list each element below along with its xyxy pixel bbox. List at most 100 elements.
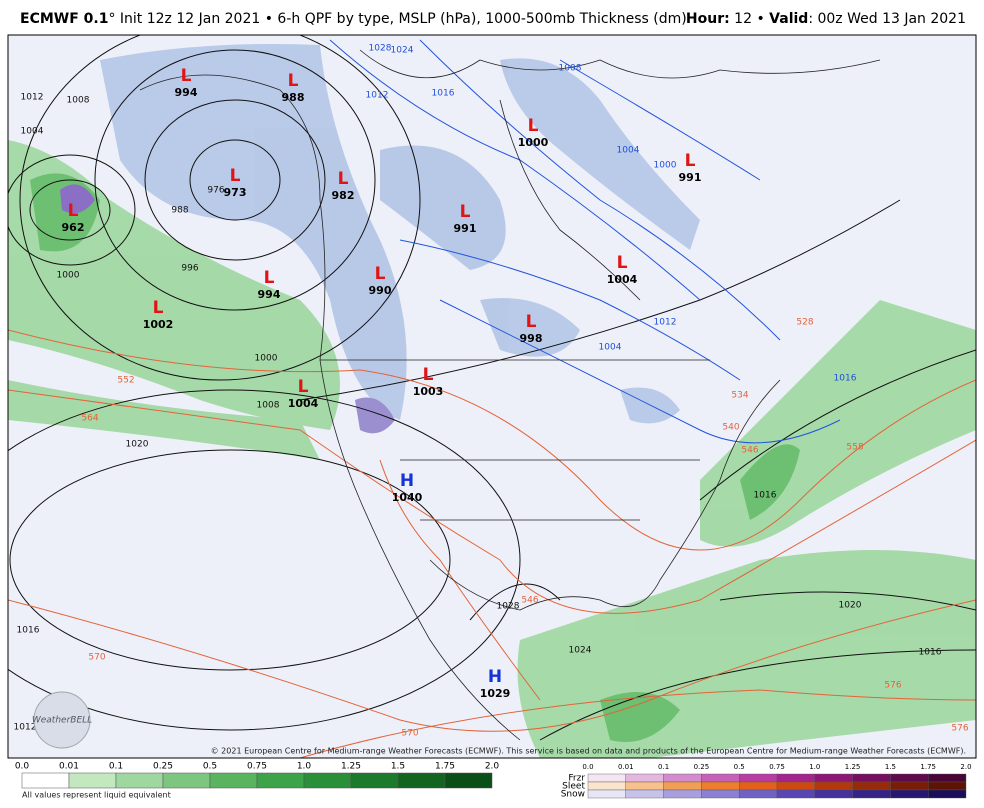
hour: 12 [734,11,752,27]
rain-tick-label: 0.75 [247,762,267,772]
legend-row-label: Frzr [568,774,585,784]
center-symbol: H [488,667,502,687]
rain-tick-label: 0.5 [203,762,217,772]
thickness-label: 576 [884,681,901,691]
center-value: 1040 [392,491,423,504]
mixed-swatch [928,773,967,783]
center-value: 1002 [143,318,174,331]
rain-swatch [162,772,211,789]
mixed-swatch [739,773,778,783]
rain-tick-label: 0.1 [109,762,123,772]
thickness-label: 558 [846,443,863,453]
mixed-tick-label: 0.1 [658,763,669,771]
blue-isobar-label: 1016 [834,374,857,384]
model: ECMWF 0.1 [20,11,109,27]
center-value: 988 [282,91,305,104]
copyright: © 2021 European Centre for Medium-range … [211,747,966,756]
description: ° Init 12z 12 Jan 2021 • 6-h QPF by type… [108,11,687,27]
isobar-label: 1012 [21,93,44,103]
mixed-swatch [890,773,929,783]
mixed-tick-label: 1.0 [809,763,820,771]
thickness-label: 546 [741,446,758,456]
isobar-label: 1012 [14,723,37,733]
center-value: 1004 [288,397,319,410]
isobar-label: 976 [207,186,224,196]
mixed-tick-label: 0.01 [618,763,634,771]
mixed-swatch [701,789,740,799]
mixed-swatch [814,789,853,799]
center-symbol: H [400,471,414,491]
hour-label: Hour: [685,11,730,27]
mixed-tick-label: 1.75 [920,763,936,771]
rain-tick-label: 1.75 [435,762,455,772]
center-symbol: L [338,169,349,189]
blue-isobar-label: 1008 [559,64,582,74]
mixed-swatch [625,781,664,791]
logo-circle [33,691,91,749]
valid-label: Valid [769,11,809,27]
rain-swatch [256,772,305,789]
mixed-tick-label: 0.5 [734,763,745,771]
center-value: 982 [332,189,355,202]
map-labels: L994L988L973L962L982L991L1000L991L1004L9… [14,44,969,739]
rain-swatch [209,772,258,789]
legend: All values represent liquid equivalent 0… [15,762,972,800]
blue-isobar-label: 1012 [366,91,389,101]
center-value: 1004 [607,273,638,286]
isobar-label: 1020 [126,440,149,450]
rain-swatch [350,772,399,789]
rain-swatch [21,772,70,789]
mixed-swatch [776,773,815,783]
mixed-swatch [890,789,929,799]
blue-isobar-label: 1012 [654,318,677,328]
rain-swatch [115,772,164,789]
rain-tick-label: 0.0 [15,762,30,772]
thickness-label: 546 [521,596,538,606]
valid-time: Hour: 12 • Valid: 00z Wed 13 Jan 2021 [685,11,966,27]
isobar-label: 988 [171,206,188,216]
mixed-tick-label: 0.25 [694,763,710,771]
legend-note: All values represent liquid equivalent [22,791,171,800]
isobar-label: 1016 [17,626,40,636]
center-value: 990 [369,284,392,297]
center-symbol: L [528,116,539,136]
mixed-swatch [890,781,929,791]
rain-tick-label: 1.5 [391,762,405,772]
center-symbol: L [264,268,275,288]
isobar-label: 1024 [569,646,592,656]
isobar-label: 996 [181,264,198,274]
isobar-label: 1000 [255,354,278,364]
mixed-swatch [928,789,967,799]
thickness-lines [8,329,976,758]
mixed-tick-label: 0.0 [582,763,593,771]
center-symbol: L [685,151,696,171]
isobar-label: 1008 [67,96,90,106]
rain-tick-label: 2.0 [485,762,500,772]
map-frame [7,34,977,759]
blue-isobar-label: 1016 [432,89,455,99]
thickness-label: 528 [796,318,813,328]
thickness-label: 570 [88,653,105,663]
rain-tick-label: 0.01 [59,762,79,772]
rain-tick-label: 1.0 [297,762,312,772]
mixed-swatch [814,773,853,783]
valid: : 00z Wed 13 Jan 2021 [808,11,966,27]
isobar-label: 1000 [57,271,80,281]
blue-isobar-label: 1004 [599,343,622,353]
mixed-swatch [776,789,815,799]
mixed-area [60,184,95,214]
rain-swatch [68,772,117,789]
title: ECMWF 0.1° Init 12z 12 Jan 2021 • 6-h QP… [20,11,687,27]
mixed-area [355,397,395,434]
mixed-swatch [663,789,702,799]
mixed-tick-label: 1.25 [845,763,861,771]
mixed-swatch [587,789,626,799]
thickness-label: 576 [951,724,968,734]
mixed-swatch [663,781,702,791]
mixed-swatch [852,789,891,799]
rain-swatch [444,772,493,789]
mixed-swatch [625,789,664,799]
thickness-label: 552 [117,376,134,386]
